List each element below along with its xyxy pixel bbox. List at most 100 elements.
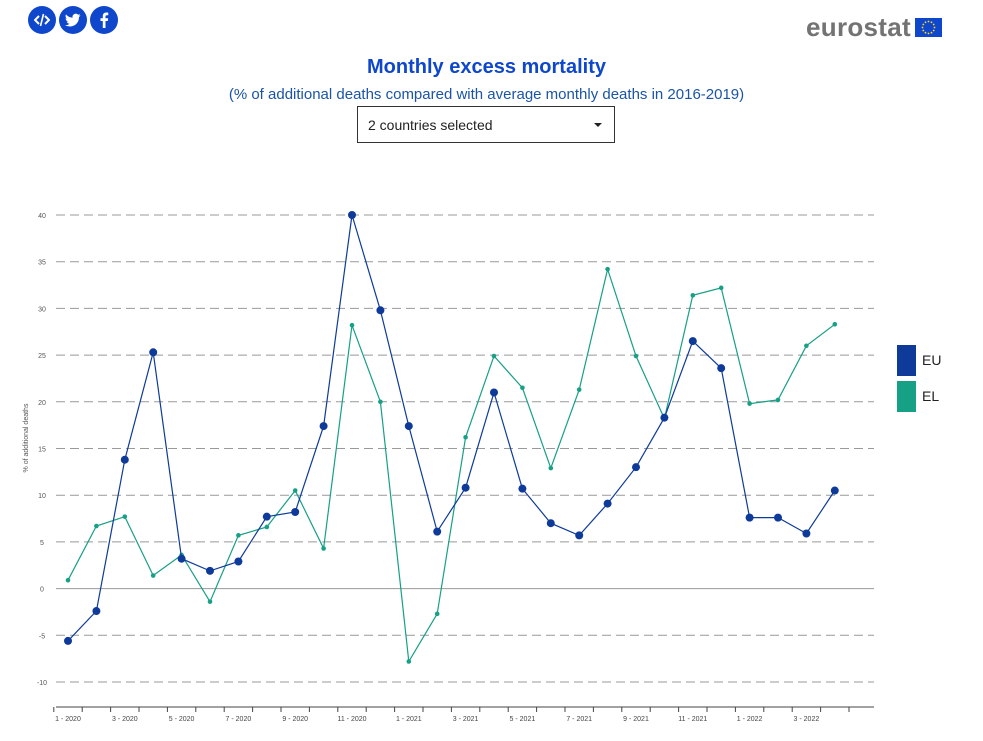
data-point-eu <box>603 499 612 508</box>
data-point-el <box>605 266 610 272</box>
x-tick-label: 11 - 2021 <box>678 716 707 723</box>
data-point-eu <box>376 306 385 315</box>
data-point-eu <box>490 388 498 397</box>
x-tick-label: 5 - 2020 <box>169 716 195 723</box>
legend-item-eu[interactable]: EU <box>897 344 941 376</box>
y-tick-label: -10 <box>37 680 47 687</box>
legend-label-el: EL <box>922 388 940 404</box>
logo-text: eurostat <box>806 12 911 42</box>
y-tick-label: 25 <box>38 353 46 360</box>
data-point-el <box>94 523 99 529</box>
y-tick-label: 10 <box>38 493 46 500</box>
data-point-eu <box>64 636 72 645</box>
data-point-el <box>576 387 582 392</box>
y-tick-label: 35 <box>38 260 46 267</box>
data-point-eu <box>433 527 442 536</box>
data-point-el <box>832 321 838 327</box>
twitter-icon <box>65 13 81 27</box>
data-point-eu <box>546 519 555 528</box>
data-point-eu <box>177 554 186 563</box>
data-point-el <box>775 397 781 403</box>
y-axis-label: % of additional deaths <box>23 403 30 472</box>
data-point-el <box>491 353 497 359</box>
x-tick-label: 3 - 2020 <box>112 716 138 723</box>
x-tick-label: 7 - 2020 <box>226 716 252 723</box>
y-tick-label: 5 <box>40 540 44 547</box>
series-line-eu <box>67 214 836 642</box>
embed-code-button[interactable] <box>28 6 56 34</box>
data-point-eu <box>745 513 754 522</box>
data-point-el <box>406 659 412 664</box>
x-tick-label: 11 - 2020 <box>337 716 366 723</box>
data-point-eu <box>632 463 640 472</box>
country-selector-dropdown[interactable]: 2 countries selected <box>357 106 615 143</box>
facebook-icon <box>100 12 109 28</box>
x-tick-label: 5 - 2021 <box>510 716 536 723</box>
y-tick-label: 40 <box>38 213 46 220</box>
data-point-el <box>548 465 554 471</box>
data-point-eu <box>206 566 214 575</box>
data-point-el <box>747 401 752 406</box>
series-el <box>65 266 838 664</box>
chart-title: Monthly excess mortality <box>367 56 606 78</box>
country-selector-value: 2 countries selected <box>368 116 493 133</box>
data-point-eu <box>461 483 470 492</box>
data-point-el <box>633 353 639 359</box>
legend: EU EL <box>897 344 941 416</box>
data-point-eu <box>92 607 101 616</box>
data-point-eu <box>688 337 697 346</box>
eurostat-logo: eurostat <box>806 12 942 43</box>
series-eu <box>64 211 839 645</box>
data-point-el <box>463 434 468 440</box>
data-point-eu <box>234 557 243 566</box>
x-tick-label: 1 - 2020 <box>55 716 81 723</box>
x-tick-label: 1 - 2022 <box>737 716 763 723</box>
data-point-el <box>65 577 71 583</box>
facebook-share-button[interactable] <box>90 6 118 34</box>
data-point-el <box>292 488 298 493</box>
data-point-el <box>321 546 326 551</box>
data-point-eu <box>120 455 129 464</box>
x-axis: 1 - 2020 3 - 2020 5 - 2020 7 - 2020 9 - 2020… <box>53 706 874 723</box>
data-point-el <box>378 399 383 405</box>
data-point-el <box>690 293 696 298</box>
embed-code-icon <box>34 13 50 27</box>
data-point-eu <box>660 413 669 422</box>
y-tick-label: 0 <box>40 587 44 594</box>
x-tick-label: 9 - 2020 <box>282 716 308 723</box>
data-point-eu <box>319 422 328 431</box>
data-point-eu <box>575 531 584 540</box>
y-axis-ticks: -10 -5 0 5 10 15 20 25 30 35 40 <box>37 213 47 687</box>
data-point-eu <box>802 529 811 538</box>
x-tick-label: 3 - 2021 <box>453 716 479 723</box>
data-point-el <box>804 343 809 349</box>
x-tick-label: 1 - 2021 <box>396 716 422 723</box>
legend-swatch-el <box>897 380 916 412</box>
data-point-el <box>264 524 270 530</box>
data-point-eu <box>830 486 839 495</box>
y-tick-label: 20 <box>38 400 46 407</box>
twitter-share-button[interactable] <box>59 6 87 34</box>
data-point-eu <box>404 422 413 431</box>
chevron-down-icon <box>594 123 602 127</box>
data-point-eu <box>717 364 726 373</box>
y-tick-label: 15 <box>38 447 46 454</box>
x-tick-label: 3 - 2022 <box>794 716 820 723</box>
share-bar <box>28 6 118 34</box>
x-tick-label: 7 - 2021 <box>566 716 592 723</box>
series-group <box>64 211 839 664</box>
legend-item-el[interactable]: EL <box>897 380 941 412</box>
data-point-eu <box>291 508 300 517</box>
data-point-eu <box>518 484 527 493</box>
x-tick-label: 9 - 2021 <box>623 716 649 723</box>
eu-flag-icon <box>914 18 942 37</box>
series-line-el <box>67 266 836 664</box>
data-point-eu <box>774 513 782 522</box>
y-tick-label: 30 <box>38 306 46 313</box>
data-point-eu <box>262 512 271 521</box>
data-point-el <box>520 385 525 391</box>
data-point-el <box>434 611 440 617</box>
data-point-el <box>207 599 213 604</box>
grid-lines <box>56 214 874 683</box>
